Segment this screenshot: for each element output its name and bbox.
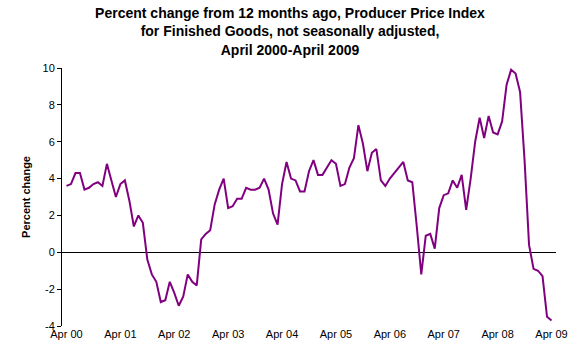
- svg-text:2: 2: [49, 209, 55, 221]
- svg-text:Percent change: Percent change: [20, 156, 32, 238]
- svg-text:6: 6: [49, 136, 55, 148]
- svg-text:Apr 02: Apr 02: [158, 328, 190, 340]
- svg-text:10: 10: [43, 62, 55, 74]
- svg-text:Apr 03: Apr 03: [212, 328, 244, 340]
- svg-text:Apr 06: Apr 06: [374, 328, 406, 340]
- svg-text:Apr 09: Apr 09: [535, 328, 567, 340]
- svg-text:Percent change from 12 months: Percent change from 12 months ago, Produ…: [95, 5, 485, 57]
- svg-text:Apr 05: Apr 05: [320, 328, 352, 340]
- svg-text:8: 8: [49, 99, 55, 111]
- svg-text:4: 4: [49, 172, 55, 184]
- svg-text:Apr 00: Apr 00: [50, 328, 82, 340]
- svg-text:0: 0: [49, 246, 55, 258]
- svg-text:Apr 01: Apr 01: [104, 328, 136, 340]
- svg-text:-4: -4: [45, 320, 55, 332]
- svg-text:Apr 04: Apr 04: [266, 328, 298, 340]
- svg-text:Apr 07: Apr 07: [428, 328, 460, 340]
- svg-text:Apr 08: Apr 08: [481, 328, 513, 340]
- svg-text:-2: -2: [45, 283, 55, 295]
